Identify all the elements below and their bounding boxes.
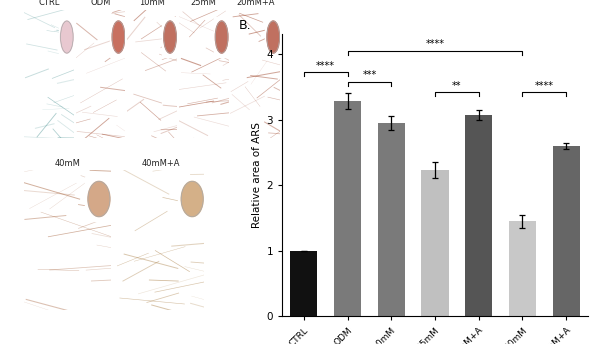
- Circle shape: [164, 21, 176, 53]
- Circle shape: [88, 181, 110, 217]
- Bar: [421, 170, 449, 316]
- Bar: [214, 17, 230, 57]
- Text: 20mM+A: 20mM+A: [236, 0, 275, 7]
- Bar: [378, 123, 405, 316]
- Text: A.: A.: [6, 0, 18, 3]
- Bar: [465, 115, 492, 316]
- Bar: [85, 176, 113, 222]
- Bar: [265, 17, 281, 57]
- Bar: [334, 101, 361, 316]
- Circle shape: [181, 181, 203, 217]
- Text: ****: ****: [316, 61, 335, 71]
- Bar: [509, 221, 536, 316]
- Bar: [178, 176, 206, 222]
- Circle shape: [61, 21, 73, 53]
- Text: ***: ***: [362, 70, 377, 80]
- Text: ODM: ODM: [91, 0, 110, 7]
- Text: **: **: [452, 81, 461, 91]
- Text: ****: ****: [535, 81, 554, 91]
- Text: B.: B.: [239, 19, 252, 32]
- Text: 10mM: 10mM: [139, 0, 165, 7]
- Bar: [110, 17, 127, 57]
- Bar: [290, 251, 317, 316]
- Y-axis label: Relative area of ARS: Relative area of ARS: [252, 122, 262, 228]
- Circle shape: [215, 21, 228, 53]
- Text: CTRL: CTRL: [38, 0, 59, 7]
- Circle shape: [267, 21, 280, 53]
- Text: ****: ****: [425, 40, 445, 50]
- Bar: [162, 17, 178, 57]
- Text: 40mM+A: 40mM+A: [142, 159, 180, 168]
- Bar: [553, 146, 580, 316]
- Text: 25mM: 25mM: [191, 0, 217, 7]
- Bar: [59, 17, 75, 57]
- Text: 40mM: 40mM: [55, 159, 80, 168]
- Circle shape: [112, 21, 125, 53]
